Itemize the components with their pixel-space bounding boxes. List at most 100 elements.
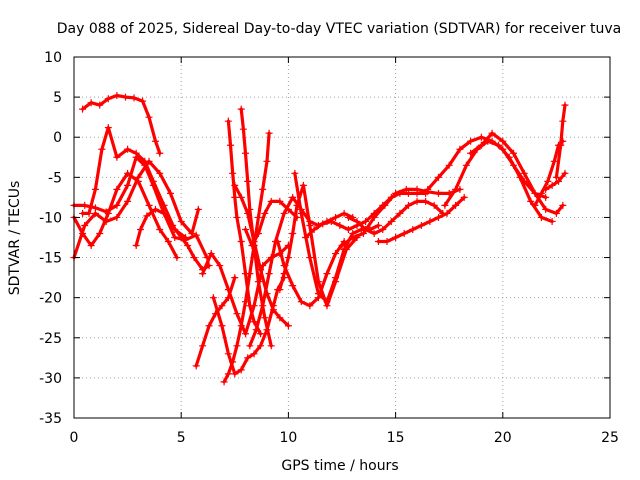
data-series	[70, 92, 569, 386]
data-point-marker	[79, 105, 87, 113]
data-point-marker	[156, 169, 164, 177]
data-point-marker	[289, 193, 297, 201]
series-arc-27	[542, 169, 569, 193]
data-point-marker	[229, 169, 237, 177]
data-point-marker	[237, 366, 245, 374]
data-point-marker	[276, 197, 284, 205]
data-point-marker	[349, 234, 357, 241]
data-point-marker	[250, 318, 258, 326]
data-point-marker	[113, 213, 121, 221]
data-point-marker	[192, 231, 200, 239]
data-point-marker	[254, 229, 262, 237]
data-point-marker	[441, 201, 449, 209]
data-point-marker	[445, 161, 453, 169]
data-point-marker	[426, 217, 434, 225]
data-point-marker	[104, 124, 112, 132]
data-point-marker	[452, 185, 460, 193]
data-point-marker	[495, 141, 503, 149]
data-point-marker	[151, 205, 159, 213]
data-point-marker	[188, 229, 196, 237]
data-point-marker	[136, 225, 144, 233]
data-point-marker	[104, 95, 112, 103]
data-point-marker	[237, 238, 245, 246]
data-point-marker	[379, 225, 387, 233]
x-tick-label: 25	[601, 430, 619, 446]
data-point-marker	[218, 322, 226, 330]
data-point-marker	[143, 212, 151, 220]
data-point-marker	[314, 290, 322, 298]
series-arc-06	[132, 205, 213, 274]
data-point-marker	[259, 302, 267, 310]
data-point-marker	[460, 193, 468, 201]
data-point-marker	[257, 342, 265, 350]
data-point-marker	[85, 209, 93, 217]
data-point-marker	[160, 201, 168, 209]
data-point-marker	[336, 221, 344, 229]
data-point-marker	[280, 270, 288, 278]
data-point-marker	[561, 169, 569, 177]
data-point-marker	[257, 266, 265, 274]
y-tick-label: -35	[39, 411, 62, 427]
data-point-marker	[527, 197, 535, 205]
series-arc-21	[344, 197, 447, 237]
data-point-marker	[374, 221, 382, 229]
data-point-marker	[145, 113, 153, 121]
data-point-marker	[409, 225, 417, 233]
data-point-marker	[134, 173, 142, 181]
series-trace	[443, 139, 554, 224]
data-point-marker	[199, 270, 207, 278]
series-arc-28	[552, 101, 569, 181]
data-point-marker	[233, 213, 241, 221]
data-point-marker	[242, 298, 250, 306]
data-point-marker	[392, 234, 400, 241]
data-point-marker	[160, 209, 168, 217]
data-point-marker	[544, 177, 552, 185]
data-point-marker	[231, 274, 239, 282]
data-point-marker	[166, 189, 174, 197]
data-point-marker	[557, 141, 565, 149]
data-point-marker	[237, 193, 245, 201]
data-point-marker	[383, 238, 391, 246]
data-point-marker	[169, 221, 177, 229]
data-point-marker	[124, 145, 132, 153]
data-point-marker	[205, 322, 213, 330]
data-point-marker	[510, 149, 518, 157]
series-arc-07	[192, 274, 239, 370]
data-point-marker	[224, 117, 232, 125]
data-point-marker	[145, 157, 153, 165]
data-point-marker	[520, 169, 528, 177]
data-point-marker	[242, 149, 250, 157]
data-point-marker	[362, 217, 370, 225]
data-point-marker	[370, 229, 378, 237]
data-point-marker	[227, 141, 235, 149]
data-point-marker	[98, 145, 106, 153]
x-axis-label: GPS time / hours	[281, 458, 398, 474]
y-tick-label: 0	[53, 130, 62, 146]
data-point-marker	[434, 189, 442, 197]
data-point-marker	[149, 177, 157, 185]
data-point-marker	[244, 209, 252, 217]
data-point-marker	[81, 221, 89, 229]
data-point-marker	[548, 181, 556, 189]
data-point-marker	[267, 342, 275, 350]
data-point-marker	[289, 282, 297, 290]
data-point-marker	[79, 209, 87, 217]
data-point-marker	[261, 209, 269, 217]
data-point-marker	[443, 209, 451, 217]
data-point-marker	[306, 254, 314, 262]
data-point-marker	[452, 201, 460, 209]
data-point-marker	[404, 189, 412, 197]
data-point-marker	[274, 238, 282, 246]
data-point-marker	[302, 234, 310, 241]
data-point-marker	[244, 354, 252, 362]
data-point-marker	[531, 189, 539, 197]
data-point-marker	[276, 314, 284, 322]
data-point-marker	[132, 149, 140, 157]
data-point-marker	[434, 173, 442, 181]
data-point-marker	[537, 213, 545, 221]
series-arc-20	[338, 185, 464, 250]
data-point-marker	[156, 149, 164, 157]
y-tick-label: 5	[53, 90, 62, 106]
data-point-marker	[265, 270, 273, 278]
